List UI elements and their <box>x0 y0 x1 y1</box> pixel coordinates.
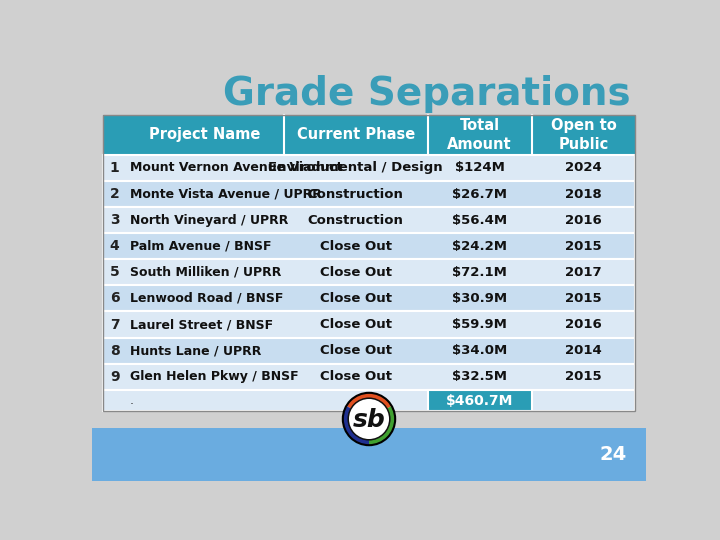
Text: $124M: $124M <box>454 161 505 174</box>
Text: Close Out: Close Out <box>320 318 392 331</box>
Text: Mount Vernon Avenue Viaduct: Mount Vernon Avenue Viaduct <box>130 161 342 174</box>
Text: 1: 1 <box>109 161 120 175</box>
Text: 2016: 2016 <box>565 318 602 331</box>
Bar <box>102 338 636 363</box>
Text: Hunts Lane / UPRR: Hunts Lane / UPRR <box>130 344 261 357</box>
Text: 2: 2 <box>109 187 120 201</box>
Text: Close Out: Close Out <box>320 344 392 357</box>
Text: Close Out: Close Out <box>320 240 392 253</box>
Text: Project Name: Project Name <box>150 127 261 143</box>
Bar <box>102 207 636 233</box>
Text: 8: 8 <box>109 343 120 357</box>
Bar <box>102 390 636 411</box>
Text: Laurel Street / BNSF: Laurel Street / BNSF <box>130 318 273 331</box>
Text: 2014: 2014 <box>565 344 602 357</box>
Text: 4: 4 <box>109 239 120 253</box>
Circle shape <box>348 397 390 441</box>
Text: Open to
Public: Open to Public <box>551 118 616 152</box>
Text: Close Out: Close Out <box>320 266 392 279</box>
Text: $72.1M: $72.1M <box>452 266 507 279</box>
Text: South Milliken / UPRR: South Milliken / UPRR <box>130 266 281 279</box>
Text: $32.5M: $32.5M <box>452 370 507 383</box>
Bar <box>102 259 636 285</box>
Text: Construction: Construction <box>307 187 404 200</box>
Text: $24.2M: $24.2M <box>452 240 507 253</box>
Text: Monte Vista Avenue / UPRR: Monte Vista Avenue / UPRR <box>130 187 322 200</box>
Text: 2015: 2015 <box>565 240 602 253</box>
Bar <box>102 233 636 259</box>
Wedge shape <box>369 406 395 445</box>
Circle shape <box>349 399 389 439</box>
Text: Total
Amount: Total Amount <box>447 118 512 152</box>
Bar <box>102 115 636 155</box>
Text: $460.7M: $460.7M <box>446 394 513 408</box>
Text: Close Out: Close Out <box>320 292 392 305</box>
Text: 3: 3 <box>109 213 120 227</box>
Text: $59.9M: $59.9M <box>452 318 507 331</box>
Text: Current Phase: Current Phase <box>297 127 415 143</box>
Bar <box>102 181 636 207</box>
Text: Grade Separations: Grade Separations <box>223 75 631 113</box>
Text: Construction: Construction <box>307 214 404 227</box>
Text: $34.0M: $34.0M <box>452 344 507 357</box>
Wedge shape <box>343 406 369 445</box>
Bar <box>102 115 636 411</box>
Bar <box>102 285 636 312</box>
Text: 24: 24 <box>600 445 627 464</box>
Text: .: . <box>130 394 134 407</box>
Text: 2018: 2018 <box>565 187 602 200</box>
Text: 2024: 2024 <box>565 161 602 174</box>
Text: sb: sb <box>353 408 385 432</box>
Text: Palm Avenue / BNSF: Palm Avenue / BNSF <box>130 240 271 253</box>
Text: 2017: 2017 <box>565 266 602 279</box>
Text: $26.7M: $26.7M <box>452 187 507 200</box>
Text: 9: 9 <box>109 370 120 384</box>
Bar <box>102 363 636 390</box>
Text: North Vineyard / UPRR: North Vineyard / UPRR <box>130 214 288 227</box>
Bar <box>102 155 636 181</box>
Text: 6: 6 <box>109 292 120 306</box>
Bar <box>102 312 636 338</box>
Text: 2016: 2016 <box>565 214 602 227</box>
Text: $56.4M: $56.4M <box>452 214 507 227</box>
Text: 7: 7 <box>109 318 120 332</box>
Text: Close Out: Close Out <box>320 370 392 383</box>
Wedge shape <box>346 393 392 419</box>
Text: 2015: 2015 <box>565 370 602 383</box>
Text: Lenwood Road / BNSF: Lenwood Road / BNSF <box>130 292 283 305</box>
Text: 5: 5 <box>109 265 120 279</box>
Bar <box>92 428 647 481</box>
Bar <box>428 390 531 411</box>
Text: 2015: 2015 <box>565 292 602 305</box>
Text: Glen Helen Pkwy / BNSF: Glen Helen Pkwy / BNSF <box>130 370 298 383</box>
Text: Environmental / Design: Environmental / Design <box>269 161 443 174</box>
Text: $30.9M: $30.9M <box>452 292 507 305</box>
